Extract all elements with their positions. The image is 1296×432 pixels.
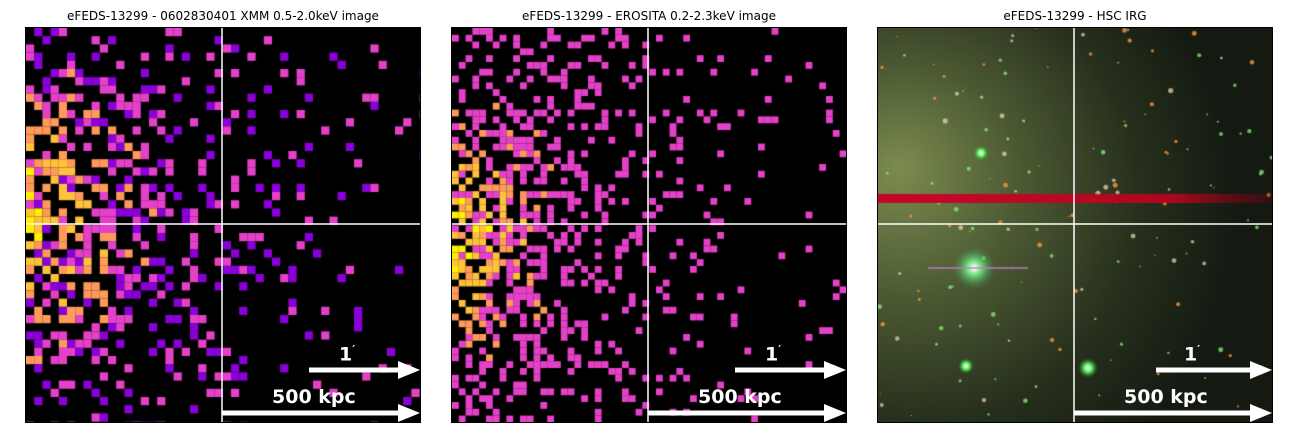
angular-scale-label: 1′ <box>765 343 782 366</box>
angular-scale-arrow <box>1156 361 1272 379</box>
panel-title-xmm: eFEDS-13299 - 0602830401 XMM 0.5-2.0keV … <box>67 9 379 23</box>
distance-scale-arrow <box>648 404 846 422</box>
angular-scale-arrow <box>309 361 420 379</box>
distance-scale-label: 500 kpc <box>698 386 782 408</box>
hsc-optical-image <box>878 28 1272 422</box>
erosita-overlay <box>452 28 846 422</box>
angular-scale-label: 1′ <box>339 343 356 366</box>
erosita-image-panel: 1′ 500 kpc <box>451 27 847 423</box>
xmm-image-panel: 1′ 500 kpc <box>25 27 421 423</box>
distance-scale-label: 500 kpc <box>1124 386 1208 408</box>
panel-title-erosita: eFEDS-13299 - EROSITA 0.2-2.3keV image <box>522 9 776 23</box>
hsc-image-panel: 1′ 500 kpc <box>877 27 1273 423</box>
distance-scale-label: 500 kpc <box>272 386 356 408</box>
angular-scale-label: 1′ <box>1184 343 1201 366</box>
distance-scale-arrow <box>1074 404 1272 422</box>
angular-scale-arrow <box>735 361 846 379</box>
xmm-overlay <box>26 28 420 422</box>
xmm-xray-image <box>26 28 420 422</box>
panel-title-hsc: eFEDS-13299 - HSC IRG <box>1003 9 1147 23</box>
erosita-xray-image <box>452 28 846 422</box>
distance-scale-arrow <box>222 404 420 422</box>
hsc-overlay <box>878 28 1272 422</box>
